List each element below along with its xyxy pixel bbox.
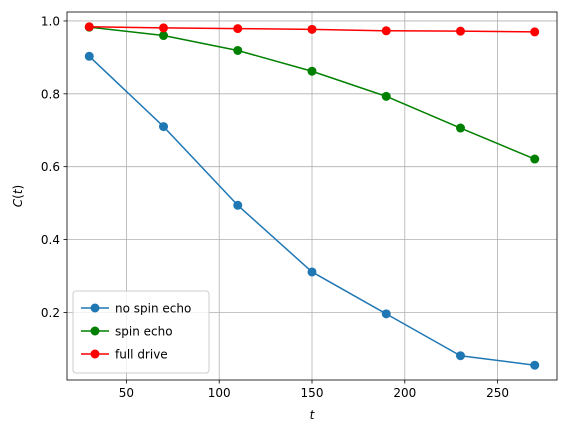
x-tick-label: 250 — [486, 386, 509, 400]
data-point — [233, 200, 243, 210]
series-spin-echo — [84, 22, 540, 164]
legend-marker — [90, 326, 100, 336]
x-tick-label: 50 — [119, 386, 134, 400]
data-point — [381, 26, 391, 36]
data-point — [307, 267, 317, 277]
y-tick-label: 0.2 — [41, 306, 60, 320]
x-tick-label: 100 — [208, 386, 231, 400]
data-point — [84, 22, 94, 32]
x-ticks: 50 100 150 200 250 — [119, 380, 509, 400]
x-tick-label: 200 — [393, 386, 416, 400]
legend-label: no spin echo — [115, 302, 191, 316]
legend-label: full drive — [115, 348, 168, 362]
legend-item: spin echo — [81, 325, 173, 339]
data-point — [159, 31, 169, 41]
y-tick-label: 0.8 — [41, 87, 60, 101]
legend-box — [72, 290, 210, 374]
y-axis-label-argument: t — [11, 188, 25, 194]
legend-marker — [90, 349, 100, 359]
legend: no spin echo spin echo full drive — [72, 290, 210, 374]
legend-item: full drive — [81, 348, 168, 362]
series-full-drive — [84, 22, 540, 37]
legend-marker — [90, 303, 100, 313]
data-point — [381, 91, 391, 101]
data-point — [84, 51, 94, 61]
series-layer — [84, 22, 540, 370]
data-point — [307, 24, 317, 34]
data-point — [307, 66, 317, 76]
y-tick-label: 0.6 — [41, 160, 60, 174]
data-point — [455, 123, 465, 133]
y-ticks: 0.2 0.4 0.6 0.8 1.0 — [41, 14, 67, 320]
y-axis-label-function: C — [11, 198, 25, 207]
y-axis-label: C(t) — [11, 185, 25, 207]
y-tick-label: 1.0 — [41, 14, 60, 28]
data-point — [455, 351, 465, 361]
series-no-spin-echo — [84, 51, 540, 370]
data-point — [530, 27, 540, 37]
x-tick-label: 150 — [301, 386, 324, 400]
data-point — [159, 23, 169, 33]
data-point — [233, 45, 243, 55]
legend-item: no spin echo — [81, 302, 191, 316]
y-axis-label-close-paren: ) — [11, 185, 25, 190]
data-point — [530, 360, 540, 370]
data-point — [159, 122, 169, 132]
data-point — [530, 154, 540, 164]
y-tick-label: 0.4 — [41, 233, 60, 247]
data-point — [381, 309, 391, 319]
y-axis-label-open-paren: ( — [11, 194, 25, 199]
data-point — [233, 24, 243, 34]
legend-label: spin echo — [115, 325, 173, 339]
data-point — [455, 26, 465, 36]
x-axis-label: t — [310, 408, 316, 422]
